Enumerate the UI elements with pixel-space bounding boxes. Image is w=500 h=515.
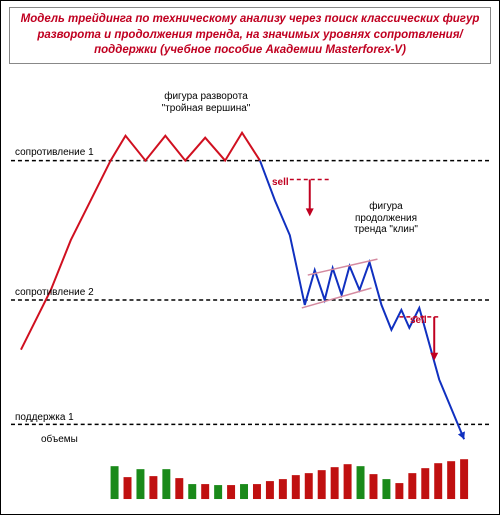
pattern-label: фигура продолжения тренда "клин" bbox=[354, 201, 418, 236]
title-box: Модель трейдинга по техническому анализу… bbox=[9, 7, 491, 64]
pattern-label: фигура разворота "тройная вершина" bbox=[162, 91, 251, 114]
chart-area: сопротивление 1 сопротивление 2 поддержка … bbox=[11, 71, 489, 504]
volumes-label: объемы bbox=[41, 434, 78, 445]
sell-label: sell bbox=[410, 315, 427, 326]
sell-label: sell bbox=[272, 177, 289, 188]
level-label: сопротивление 2 bbox=[15, 287, 94, 298]
title-text: Модель трейдинга по техническому анализу… bbox=[21, 13, 480, 56]
level-label: сопротивление 1 bbox=[15, 147, 94, 158]
level-label: поддержка 1 bbox=[15, 412, 74, 423]
